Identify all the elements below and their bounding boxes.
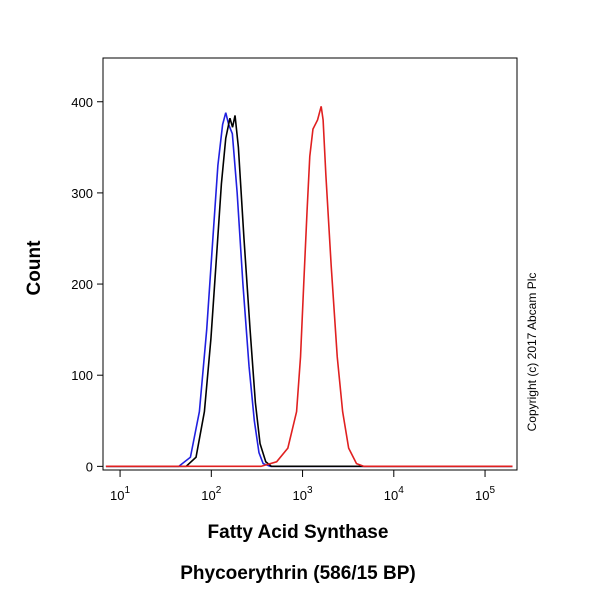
y-axis-title: Count <box>24 240 45 296</box>
copyright: Copyright (c) 2017 Abcam Plc <box>525 273 539 432</box>
x-tick-power: 3 <box>307 485 313 496</box>
x-tick-label: 102 <box>201 485 221 503</box>
x-tick-base: 10 <box>475 488 489 503</box>
plot-frame <box>102 57 518 471</box>
histogram-line <box>105 106 513 468</box>
x-tick-label: 105 <box>475 485 495 503</box>
y-tick-label: 200 <box>71 277 93 292</box>
y-tick-label: 300 <box>71 186 93 201</box>
x-tick-power: 4 <box>398 485 404 496</box>
y-tick-label: 400 <box>71 95 93 110</box>
x-tick-power: 1 <box>125 485 131 496</box>
x-tick-label: 104 <box>384 485 404 503</box>
x-tick-base: 10 <box>110 488 124 503</box>
x-tick-label: 103 <box>293 485 313 503</box>
x-axis-subtitle: Phycoerythrin (586/15 BP) <box>180 563 415 584</box>
x-tick-power: 2 <box>216 485 222 496</box>
x-axis-title: Fatty Acid Synthase <box>208 522 389 543</box>
x-tick-base: 10 <box>293 488 307 503</box>
x-tick-base: 10 <box>201 488 215 503</box>
y-tick-label: 0 <box>86 459 93 474</box>
y-tick-label: 100 <box>71 368 93 383</box>
x-tick-power: 5 <box>489 485 495 496</box>
x-tick-label: 101 <box>110 485 130 503</box>
x-tick-base: 10 <box>384 488 398 503</box>
histogram-line <box>105 115 513 468</box>
